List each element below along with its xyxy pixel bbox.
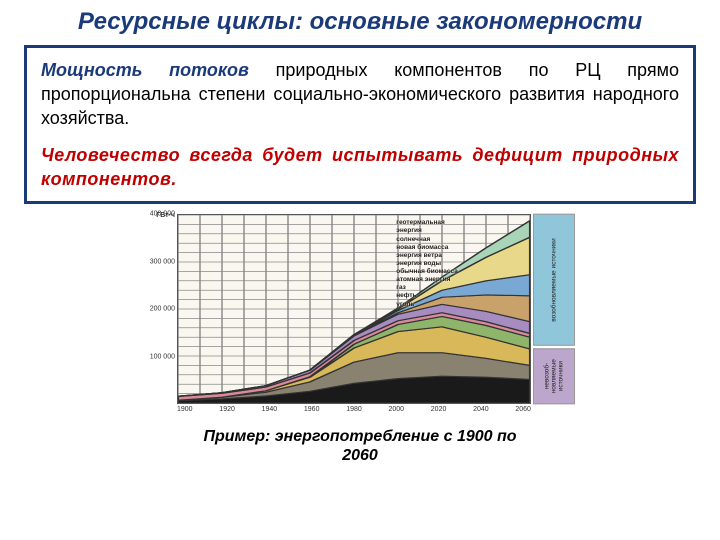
x-tick: 1940 xyxy=(262,406,278,413)
legend-item: нефть xyxy=(396,292,458,300)
paragraph-2: Человечество всегда будет испытывать деф… xyxy=(41,143,679,192)
legend-item: энергия ветра xyxy=(396,252,458,260)
x-tick: 2060 xyxy=(515,406,531,413)
nonrenewable-label: невозоб-новляемые источники xyxy=(533,348,575,404)
y-tick: 100 000 xyxy=(150,353,175,360)
x-tick: 2040 xyxy=(473,406,489,413)
x-tick: 1960 xyxy=(304,406,320,413)
x-tick: 1900 xyxy=(177,406,193,413)
paragraph-1-lead: Мощность потоков xyxy=(41,60,249,80)
legend-item: энергия xyxy=(396,227,458,235)
x-tick: 2000 xyxy=(388,406,404,413)
x-tick: 1920 xyxy=(219,406,235,413)
info-box: Мощность потоков природных компонентов п… xyxy=(24,45,696,204)
x-axis: 1900 1920 1940 1960 1980 2000 2020 2040 2060 xyxy=(145,406,575,413)
legend-item: солнечная xyxy=(396,236,458,244)
paragraph-1: Мощность потоков природных компонентов п… xyxy=(41,58,679,131)
renewable-label: возобновляемые источники xyxy=(533,214,575,346)
plot-area: геотермальнаяэнергиясолнечнаяновая биома… xyxy=(177,214,531,404)
page-title: Ресурсные циклы: основные закономерности xyxy=(0,0,720,41)
legend-item: обычная биомасса xyxy=(396,268,458,276)
legend-item: энергия воды xyxy=(396,260,458,268)
series-legend: геотермальнаяэнергиясолнечнаяновая биома… xyxy=(396,219,458,308)
y-tick: 400 000 xyxy=(150,211,175,218)
y-tick: 300 000 xyxy=(150,258,175,265)
category-sidebar: возобновляемые источники невозоб-новляем… xyxy=(533,214,575,404)
chart-caption: Пример: энергопотребление с 1900 по2060 xyxy=(0,427,720,465)
y-axis: ГВт·ч 100 000200 000300 000400 000 xyxy=(145,214,177,404)
energy-chart: ГВт·ч 100 000200 000300 000400 000 геоте… xyxy=(145,214,575,413)
x-tick: 1980 xyxy=(346,406,362,413)
x-tick: 2020 xyxy=(431,406,447,413)
legend-item: новая биомасса xyxy=(396,244,458,252)
legend-item: уголь xyxy=(396,301,458,309)
y-tick: 200 000 xyxy=(150,306,175,313)
